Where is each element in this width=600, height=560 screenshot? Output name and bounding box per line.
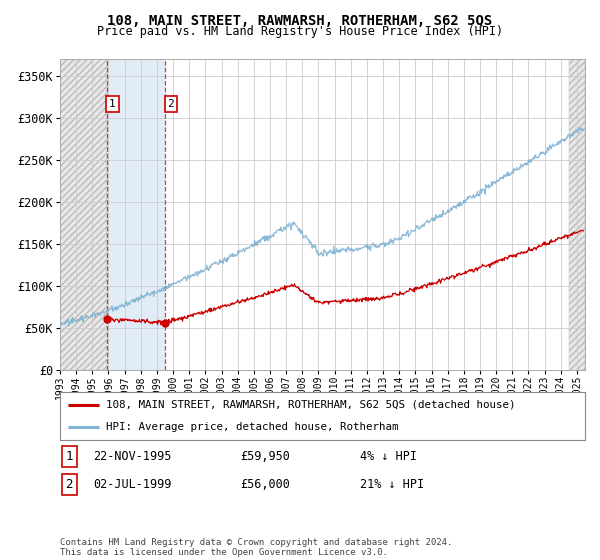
Bar: [107, 59, 165, 370]
Bar: [569, 59, 585, 370]
Bar: [569, 59, 585, 370]
Text: 4% ↓ HPI: 4% ↓ HPI: [360, 450, 417, 463]
Text: 1: 1: [109, 99, 116, 109]
Text: 21% ↓ HPI: 21% ↓ HPI: [360, 478, 424, 491]
Text: 2: 2: [65, 478, 73, 491]
Bar: [60, 59, 107, 370]
Text: 02-JUL-1999: 02-JUL-1999: [93, 478, 172, 491]
Text: £59,950: £59,950: [240, 450, 290, 463]
Text: 1: 1: [65, 450, 73, 463]
Text: 108, MAIN STREET, RAWMARSH, ROTHERHAM, S62 5QS: 108, MAIN STREET, RAWMARSH, ROTHERHAM, S…: [107, 14, 493, 28]
Text: 2: 2: [167, 99, 174, 109]
Text: Price paid vs. HM Land Registry's House Price Index (HPI): Price paid vs. HM Land Registry's House …: [97, 25, 503, 38]
Text: 22-NOV-1995: 22-NOV-1995: [93, 450, 172, 463]
Bar: [60, 59, 107, 370]
Text: HPI: Average price, detached house, Rotherham: HPI: Average price, detached house, Roth…: [106, 422, 398, 432]
Text: Contains HM Land Registry data © Crown copyright and database right 2024.
This d: Contains HM Land Registry data © Crown c…: [60, 538, 452, 557]
Text: 108, MAIN STREET, RAWMARSH, ROTHERHAM, S62 5QS (detached house): 108, MAIN STREET, RAWMARSH, ROTHERHAM, S…: [106, 400, 516, 410]
Text: £56,000: £56,000: [240, 478, 290, 491]
